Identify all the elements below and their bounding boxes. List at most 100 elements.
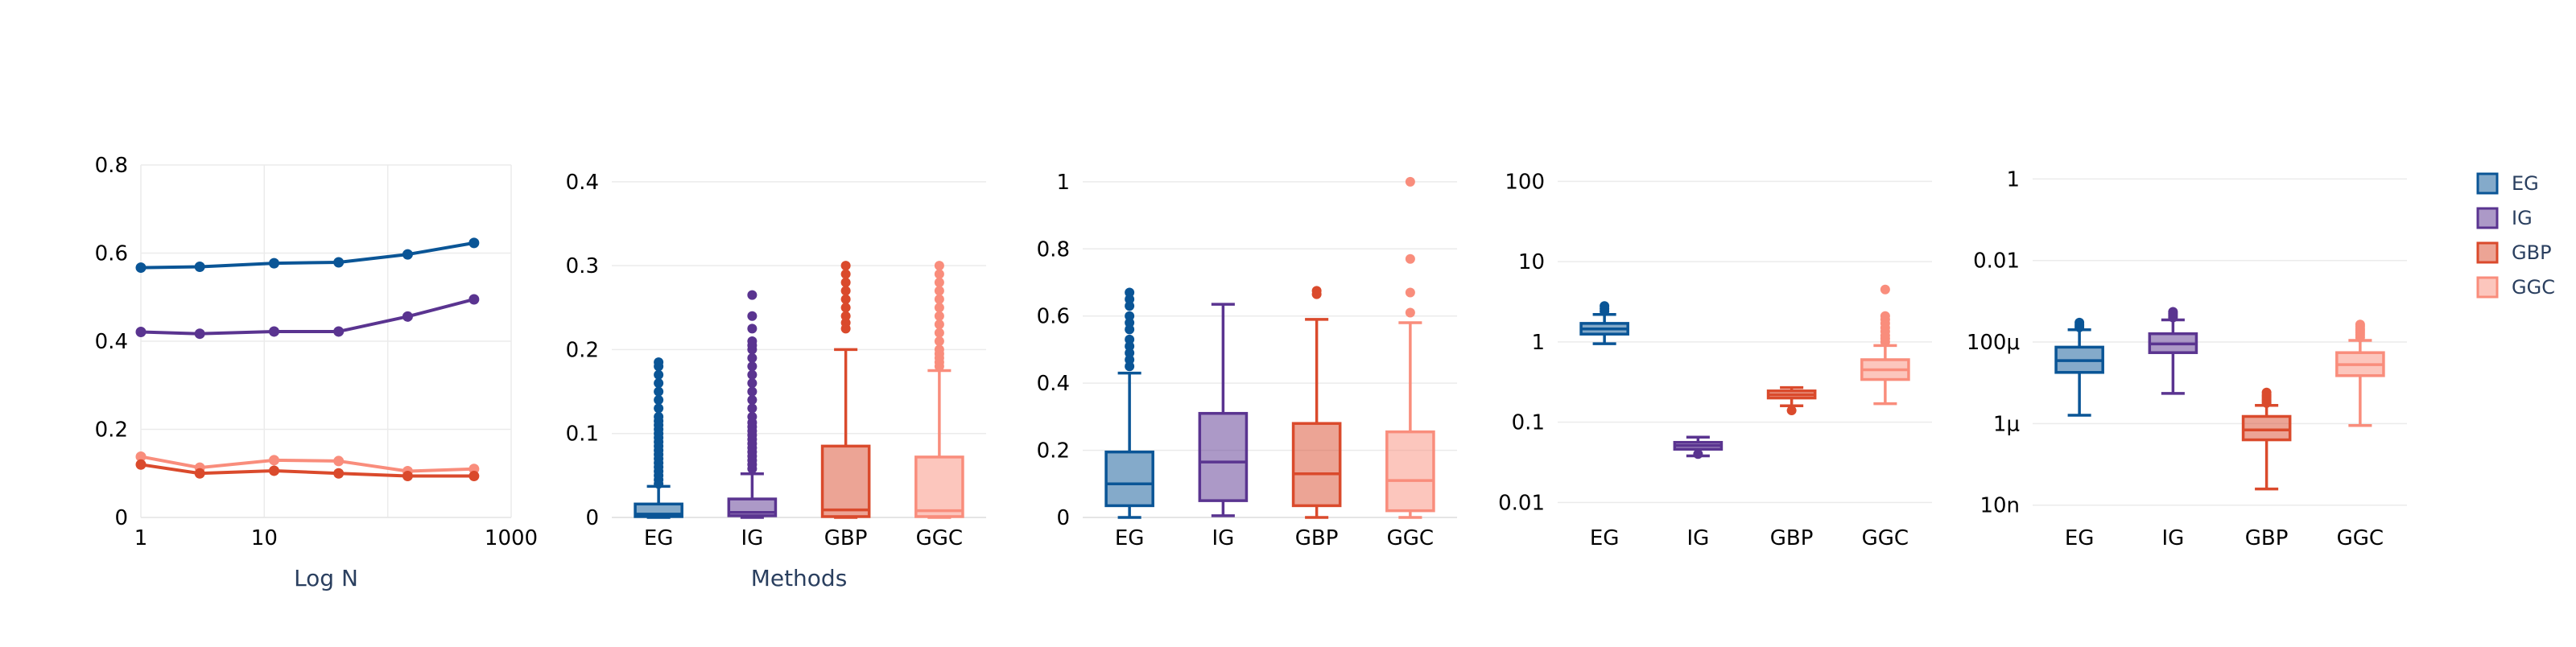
y-tick-label: 0.4: [95, 330, 128, 354]
outlier-point: [934, 261, 944, 271]
data-point-gbp: [268, 465, 279, 476]
y-tick-label: 1μ: [1993, 412, 2020, 436]
outlier-point: [1125, 294, 1135, 304]
data-point-ig: [469, 294, 480, 305]
data-point-ggc: [268, 455, 279, 466]
outlier-point: [654, 395, 664, 405]
y-tick-label: 0.3: [566, 254, 599, 278]
data-point-ggc: [333, 455, 345, 467]
y-tick-label: 10: [1518, 250, 1545, 274]
x-tick-label: 1000: [485, 526, 538, 550]
box-iqr: [1385, 430, 1435, 513]
legend-item-ig: IG: [2476, 207, 2533, 229]
box-ig: [1198, 303, 1249, 517]
outlier-point: [1125, 361, 1135, 372]
x-tick-label: GGC: [916, 526, 963, 550]
series-line-ig: [140, 298, 475, 336]
box-ggc: [1860, 284, 1910, 406]
x-tick-label: 1: [134, 526, 148, 550]
y-tick-label: 0: [1056, 506, 1070, 530]
outlier-point: [840, 261, 851, 271]
x-tick-label: IG: [2161, 526, 2184, 550]
outlier-point: [934, 328, 944, 338]
x-tick-label: GBP: [824, 526, 868, 550]
y-tick-label: 1: [1056, 171, 1070, 195]
box-iqr: [1198, 411, 1249, 502]
x-tick-label: IG: [1686, 526, 1709, 550]
data-point-ig: [402, 311, 413, 322]
y-tick-label: 0.01: [1498, 491, 1545, 515]
outlier-point: [747, 411, 758, 422]
data-point-ig: [135, 327, 147, 338]
x-tick-label: GBP: [2245, 526, 2289, 550]
y-tick-label: 100μ: [1967, 331, 2020, 355]
outlier-point: [1693, 449, 1703, 459]
outlier-point: [840, 294, 851, 304]
box-ggc: [2335, 319, 2385, 427]
box-eg: [1579, 301, 1629, 345]
outlier-point: [654, 403, 664, 414]
outlier-point: [747, 361, 758, 372]
legend-label: EG: [2512, 172, 2539, 195]
series-line-eg: [140, 241, 475, 270]
outlier-point: [1880, 284, 1890, 295]
outlier-point: [934, 303, 944, 313]
outlier-point: [654, 411, 664, 422]
outlier-point: [747, 290, 758, 300]
x-tick-label: EG: [1590, 526, 1620, 550]
data-point-gbp: [333, 468, 345, 479]
outlier-point: [747, 311, 758, 321]
y-tick-label: 0.4: [1037, 372, 1070, 396]
outlier-point: [654, 386, 664, 397]
x-axis-title: Log N: [294, 565, 358, 591]
box-eg: [2054, 317, 2104, 417]
box-iqr: [1291, 422, 1342, 508]
box-gbp: [1291, 286, 1342, 519]
outlier-point: [747, 324, 758, 334]
y-tick-label: 0.4: [566, 171, 599, 195]
x-tick-label: EG: [2065, 526, 2095, 550]
outlier-point: [1405, 253, 1415, 264]
data-point-eg: [402, 249, 413, 260]
legend-label: GBP: [2512, 241, 2552, 264]
y-tick-label: 1: [2006, 167, 2020, 192]
outlier-point: [747, 378, 758, 389]
x-tick-label: IG: [741, 526, 763, 550]
y-tick-label: 10n: [1979, 494, 2020, 518]
box-ig: [1673, 435, 1724, 459]
chart-panel-4: 0.01 0.1 1 10 100 EG IG GBP GGC: [1498, 170, 1932, 550]
x-tick-label: GBP: [1295, 526, 1339, 550]
data-point-ggc: [135, 451, 147, 462]
outlier-point: [1125, 311, 1135, 321]
outlier-point: [2355, 319, 2365, 330]
outlier-point: [1125, 287, 1135, 298]
outlier-point: [840, 318, 851, 328]
data-point-ig: [333, 326, 345, 337]
outlier-point: [1786, 406, 1797, 416]
chart-panel-2: 0 0.1 0.2 0.3 0.4 EG IG GBP GGC Methods: [566, 171, 986, 591]
legend-swatch: [2476, 241, 2499, 264]
outlier-point: [747, 395, 758, 405]
box-eg: [634, 357, 683, 519]
outlier-point: [1405, 307, 1415, 318]
outlier-point: [1405, 287, 1415, 298]
outlier-point: [1405, 176, 1415, 187]
outlier-point: [934, 278, 944, 287]
outlier-point: [934, 311, 944, 321]
outlier-point: [2168, 307, 2178, 317]
box-iqr: [914, 455, 964, 518]
box-iqr: [820, 444, 871, 518]
outlier-point: [747, 336, 758, 346]
outlier-point: [840, 303, 851, 313]
box-ig: [727, 290, 778, 519]
y-tick-label: 0.6: [1037, 305, 1070, 329]
y-tick-label: 0.2: [1037, 439, 1070, 464]
outlier-point: [654, 357, 664, 368]
y-tick-label: 0.2: [566, 338, 599, 362]
y-tick-label: 0.8: [95, 154, 128, 178]
outlier-point: [1125, 341, 1135, 352]
outlier-point: [1600, 301, 1610, 311]
outlier-point: [840, 278, 851, 287]
outlier-point: [2074, 317, 2085, 328]
chart-panel-3: 0 0.2 0.4 0.6 0.8 1 EG IG GBP GGC: [1037, 171, 1457, 550]
